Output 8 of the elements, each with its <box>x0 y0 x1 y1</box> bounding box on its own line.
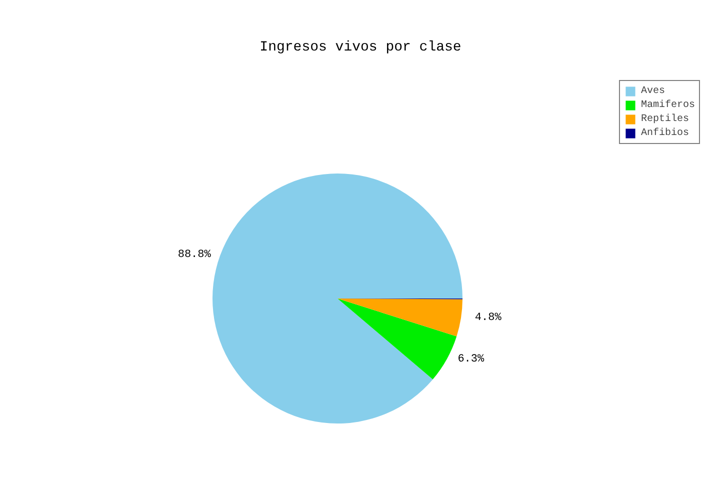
data-label: 4.8% <box>474 312 502 324</box>
chart-title: Ingresos vivos por clase <box>260 40 462 56</box>
data-label: 88.8% <box>178 249 212 262</box>
data-label: 6.3% <box>458 353 485 366</box>
legend-label: Mamiferos <box>640 99 695 111</box>
legend-label: Anfibios <box>640 127 689 139</box>
legend-label: Aves <box>640 85 665 97</box>
legend-label: Reptiles <box>640 113 689 125</box>
